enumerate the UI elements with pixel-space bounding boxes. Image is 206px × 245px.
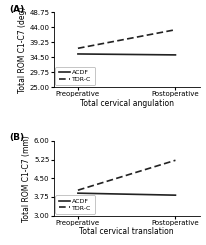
Text: (A): (A) bbox=[10, 5, 25, 14]
X-axis label: Total cervical translation: Total cervical translation bbox=[79, 227, 174, 236]
TDR-C bbox=[77, 189, 79, 192]
ACDF bbox=[77, 52, 79, 55]
Text: (B): (B) bbox=[10, 133, 25, 142]
Line: TDR-C: TDR-C bbox=[78, 30, 176, 48]
Legend: ACDF, TDR-C: ACDF, TDR-C bbox=[55, 196, 95, 214]
Line: ACDF: ACDF bbox=[78, 193, 176, 195]
X-axis label: Total cervical angulation: Total cervical angulation bbox=[80, 98, 174, 108]
Line: ACDF: ACDF bbox=[78, 54, 176, 55]
ACDF bbox=[174, 194, 177, 197]
Line: TDR-C: TDR-C bbox=[78, 160, 176, 190]
TDR-C bbox=[77, 47, 79, 50]
Legend: ACDF, TDR-C: ACDF, TDR-C bbox=[55, 67, 95, 85]
Y-axis label: Total ROM C1-C7 (mm): Total ROM C1-C7 (mm) bbox=[22, 135, 31, 221]
TDR-C bbox=[174, 159, 177, 162]
TDR-C bbox=[174, 28, 177, 31]
ACDF bbox=[174, 53, 177, 56]
Y-axis label: Total ROM C1-C7 (deg): Total ROM C1-C7 (deg) bbox=[18, 6, 27, 93]
ACDF bbox=[77, 192, 79, 195]
